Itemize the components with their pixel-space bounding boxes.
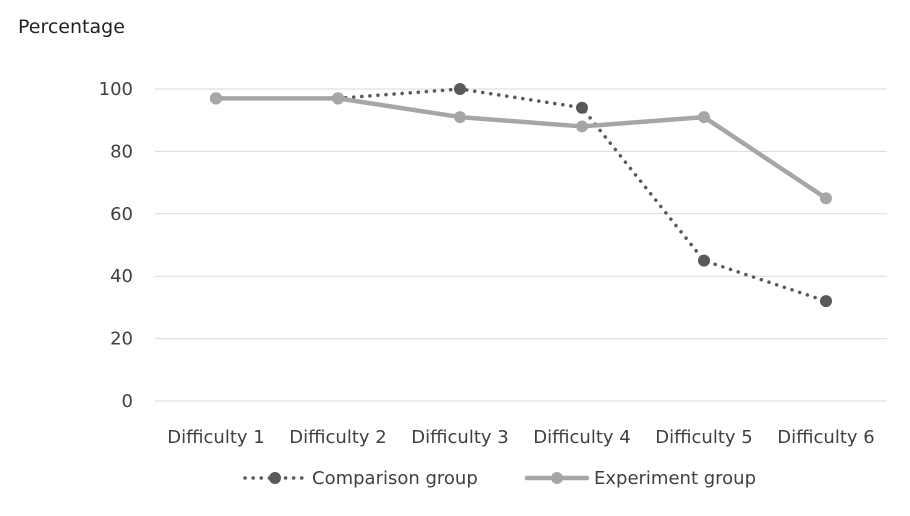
- data-point-1: [454, 111, 466, 124]
- y-tick-label: 80: [110, 141, 133, 162]
- data-point-1: [576, 120, 588, 133]
- series-line-0: [214, 87, 828, 303]
- data-point-1: [332, 92, 344, 105]
- legend-label: Comparison group: [312, 468, 478, 489]
- x-tick-label: Difficulty 6: [777, 427, 874, 448]
- data-point-0: [454, 83, 466, 95]
- data-point-1: [698, 111, 710, 124]
- x-tick-label: Difficulty 1: [167, 427, 264, 448]
- y-axis-title: Percentage: [18, 16, 125, 38]
- data-point-1: [820, 192, 832, 205]
- y-tick-label: 40: [110, 266, 133, 287]
- y-tick-label: 0: [122, 391, 133, 412]
- legend-label: Experiment group: [594, 468, 756, 489]
- series-line-1: [213, 96, 829, 201]
- y-tick-label: 100: [99, 79, 133, 100]
- y-tick-label: 60: [110, 204, 133, 225]
- data-point-1: [210, 92, 222, 105]
- x-tick-label: Difficulty 5: [655, 427, 752, 448]
- x-tick-label: Difficulty 3: [411, 427, 508, 448]
- legend-swatch-marker: [269, 472, 281, 484]
- x-tick-label: Difficulty 2: [289, 427, 386, 448]
- y-tick-label: 20: [110, 329, 133, 350]
- legend-swatch-marker: [551, 472, 563, 484]
- data-point-0: [820, 295, 832, 308]
- x-tick-label: Difficulty 4: [533, 427, 630, 448]
- data-point-0: [576, 101, 588, 114]
- data-point-0: [698, 254, 710, 267]
